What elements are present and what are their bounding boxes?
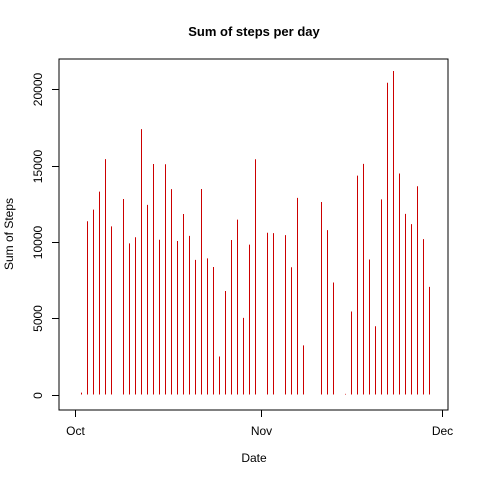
y-tick-label: 5000 xyxy=(31,305,45,332)
x-tick-label: Dec xyxy=(432,424,453,438)
x-axis-label: Date xyxy=(241,451,267,465)
bars xyxy=(81,71,430,395)
y-tick-label: 15000 xyxy=(31,149,45,183)
y-tick-label: 20000 xyxy=(31,72,45,106)
x-tick-label: Oct xyxy=(66,424,85,438)
plot-box xyxy=(58,58,449,411)
chart-title: Sum of steps per day xyxy=(188,24,320,39)
y-tick-label: 10000 xyxy=(31,225,45,259)
x-tick-label: Nov xyxy=(251,424,272,438)
y-tick-label: 0 xyxy=(31,392,45,399)
x-axis: Oct Nov Dec xyxy=(66,409,453,438)
y-axis-label: Sum of Steps xyxy=(2,198,16,270)
y-axis: 0 5000 10000 15000 20000 xyxy=(31,72,60,399)
